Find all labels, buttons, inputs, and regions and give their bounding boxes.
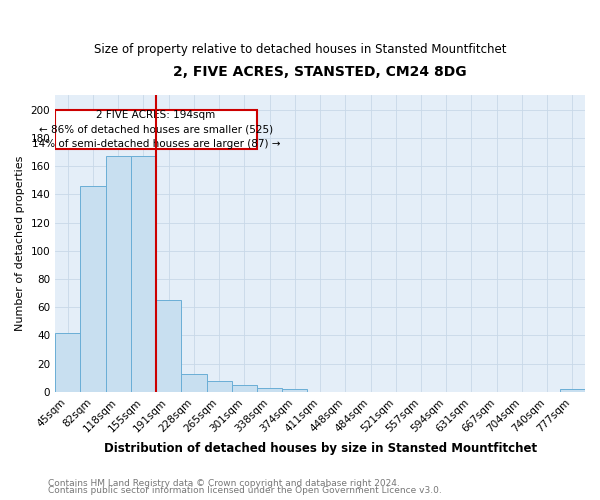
Bar [257, 388, 282, 392]
Bar [282, 389, 307, 392]
Bar [232, 385, 257, 392]
Bar [206, 380, 232, 392]
Text: 2 FIVE ACRES: 194sqm
← 86% of detached houses are smaller (525)
14% of semi-deta: 2 FIVE ACRES: 194sqm ← 86% of detached h… [32, 110, 280, 149]
Bar [181, 374, 206, 392]
Bar [560, 389, 585, 392]
Title: 2, FIVE ACRES, STANSTED, CM24 8DG: 2, FIVE ACRES, STANSTED, CM24 8DG [173, 65, 467, 79]
Bar [156, 300, 181, 392]
Text: Size of property relative to detached houses in Stansted Mountfitchet: Size of property relative to detached ho… [94, 42, 506, 56]
Bar [80, 186, 106, 392]
Text: Contains HM Land Registry data © Crown copyright and database right 2024.: Contains HM Land Registry data © Crown c… [48, 478, 400, 488]
X-axis label: Distribution of detached houses by size in Stansted Mountfitchet: Distribution of detached houses by size … [104, 442, 536, 455]
Bar [131, 156, 156, 392]
Bar [106, 156, 131, 392]
Bar [55, 332, 80, 392]
Text: Contains public sector information licensed under the Open Government Licence v3: Contains public sector information licen… [48, 486, 442, 495]
FancyBboxPatch shape [55, 110, 257, 149]
Y-axis label: Number of detached properties: Number of detached properties [15, 156, 25, 332]
